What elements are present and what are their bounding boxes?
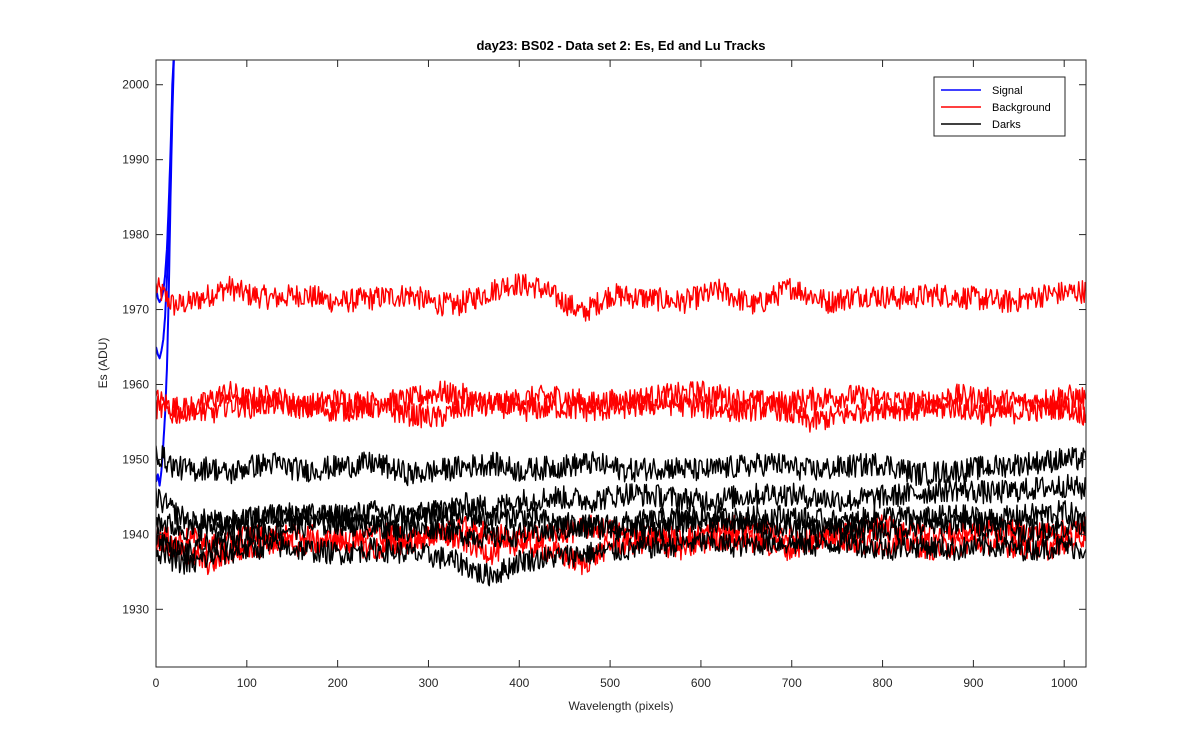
chart-title: day23: BS02 - Data set 2: Es, Ed and Lu … [476,38,765,53]
y-tick-label-2000: 2000 [122,78,149,92]
x-tick-label-100: 100 [237,676,257,690]
series-line-darks-12 [156,529,1086,587]
x-axis-label: Wavelength (pixels) [569,699,674,713]
x-tick-label-300: 300 [418,676,438,690]
y-tick-label-1930: 1930 [122,602,149,616]
x-tick-label-500: 500 [600,676,620,690]
series-line-signal-2 [156,60,175,304]
y-axis: 1930 1940 1950 1960 1970 1980 1990 2000 [122,78,1086,616]
y-tick-label-1990: 1990 [122,153,149,167]
x-tick-label-900: 900 [963,676,983,690]
series-line-darks-8 [156,445,1086,487]
y-tick-label-1960: 1960 [122,377,149,391]
series-line-background-5 [156,390,1086,433]
x-tick-label-600: 600 [691,676,711,690]
x-tick-label-1000: 1000 [1051,676,1078,690]
series-line-darks-9 [156,473,1086,539]
y-tick-label-1980: 1980 [122,228,149,242]
x-tick-label-0: 0 [153,676,160,690]
x-tick-label-200: 200 [328,676,348,690]
x-tick-label-400: 400 [509,676,529,690]
y-tick-label-1940: 1940 [122,527,149,541]
series-line-darks-11 [156,507,1086,563]
y-tick-label-1970: 1970 [122,303,149,317]
y-axis-label: Es (ADU) [96,338,110,389]
x-tick-label-700: 700 [782,676,802,690]
series-line-background-3 [156,273,1086,322]
plot-series-layer [156,60,1086,587]
x-tick-label-800: 800 [873,676,893,690]
x-axis: 0 100 200 300 400 500 600 700 800 900 1000 [153,60,1078,690]
plot-area-frame [155,59,1087,668]
legend-label-darks: Darks [992,119,1021,131]
legend-label-background: Background [992,102,1051,114]
legend: Signal Background Darks [933,76,1066,137]
legend-label-signal: Signal [992,85,1023,97]
y-tick-label-1950: 1950 [122,452,149,466]
